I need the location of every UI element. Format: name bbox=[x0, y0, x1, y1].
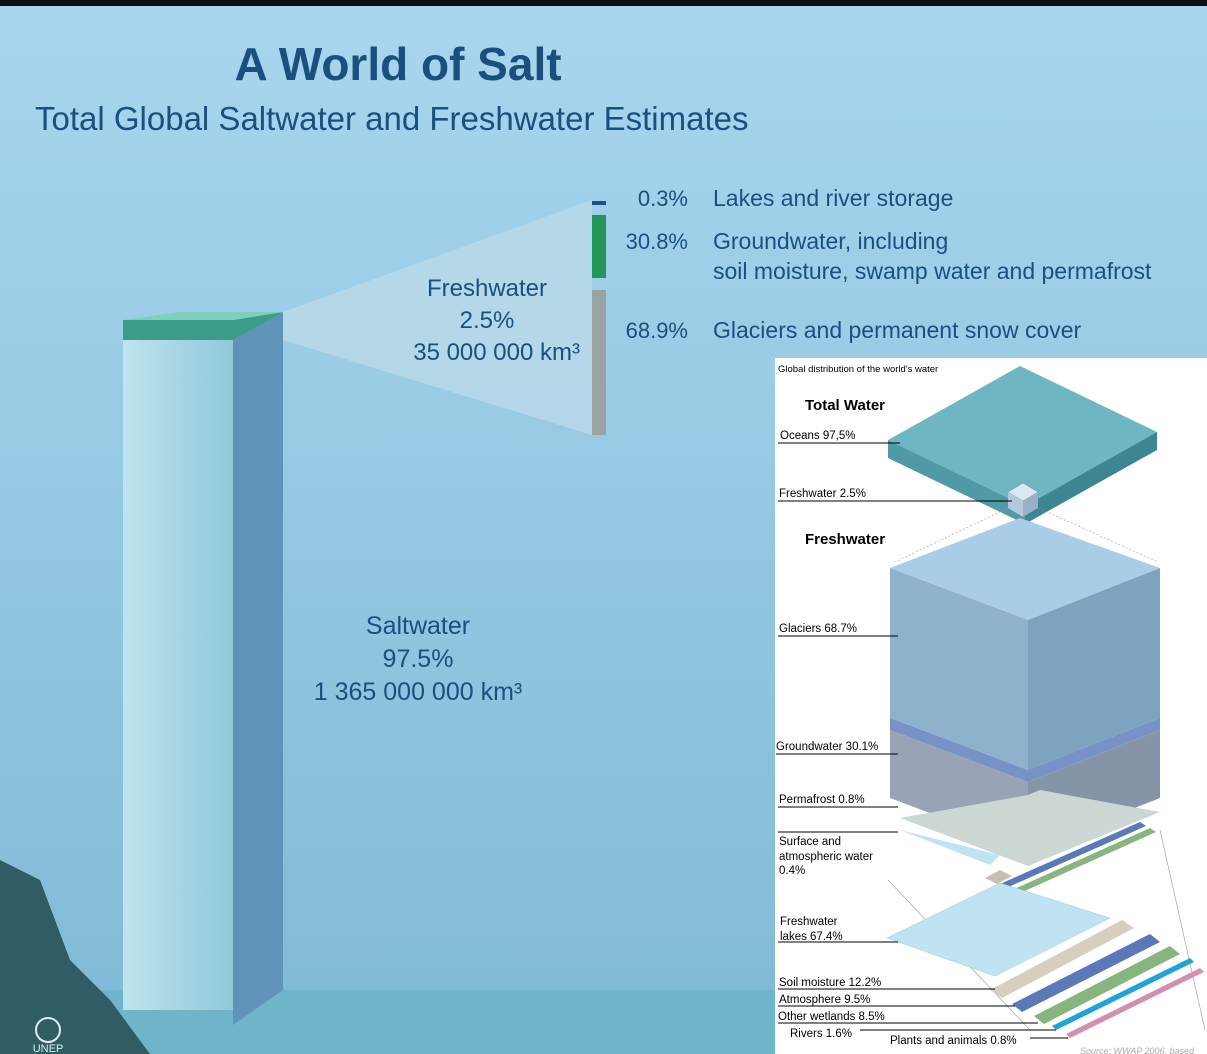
distribution-panel: Global distribution of the world's water… bbox=[775, 358, 1207, 1054]
label: Atmosphere 9.5% bbox=[779, 994, 870, 1006]
logo-emblem bbox=[35, 1017, 61, 1043]
fresh-cube-left bbox=[1008, 492, 1023, 517]
label: Rivers 1.6% bbox=[790, 1028, 852, 1040]
label: Freshwater 2.5% bbox=[779, 488, 866, 500]
ocean-left bbox=[888, 440, 1025, 524]
projection-line bbox=[894, 507, 1009, 563]
atmosphere-strip bbox=[1012, 934, 1160, 1012]
label: Other wetlands 8.5% bbox=[778, 1011, 885, 1023]
pillar-cap-top bbox=[123, 312, 283, 320]
ocean-right bbox=[1025, 432, 1157, 524]
glaciers-segment bbox=[592, 290, 606, 435]
groundwater-top bbox=[890, 718, 1160, 782]
top-rule bbox=[0, 0, 1207, 6]
freshwater-label: Freshwater bbox=[427, 275, 547, 302]
label: 0.4% bbox=[779, 865, 805, 877]
logo: UNEP bbox=[33, 1043, 64, 1054]
saltwater-volume: 1 365 000 000 km³ bbox=[314, 678, 522, 706]
projection-line bbox=[1037, 507, 1159, 563]
label: Oceans 97,5% bbox=[780, 430, 855, 442]
label: Glaciers 68.7% bbox=[779, 623, 857, 635]
total-heading: Total Water bbox=[805, 397, 885, 414]
projection-line bbox=[1159, 829, 1206, 1031]
title: A World of Salt bbox=[234, 38, 561, 90]
label: lakes 67.4% bbox=[780, 931, 843, 943]
breakdown-label: Glaciers and permanent snow cover bbox=[713, 317, 1082, 343]
wetlands-strip bbox=[1034, 946, 1180, 1024]
label: Surface and bbox=[779, 836, 841, 848]
breakdown-percent: 30.8% bbox=[626, 229, 688, 254]
rivers-strip bbox=[1052, 958, 1194, 1030]
saltwater-label: Saltwater bbox=[366, 612, 470, 640]
subtitle: Total Global Saltwater and Freshwater Es… bbox=[35, 100, 748, 137]
freshwater-volume: 35 000 000 km³ bbox=[413, 339, 580, 366]
breakdown-percent: 68.9% bbox=[626, 318, 688, 343]
pillar-side bbox=[233, 312, 283, 1025]
breakdown-percent: 0.3% bbox=[638, 186, 688, 211]
panel-heading: Global distribution of the world's water bbox=[778, 364, 938, 375]
freshwater-wedge bbox=[283, 200, 592, 435]
permafrost-sheet bbox=[900, 790, 1160, 866]
label: atmospheric water bbox=[779, 851, 873, 863]
groundwater-segment bbox=[592, 215, 606, 278]
freshwater-percent: 2.5% bbox=[460, 307, 515, 334]
fresh-cube-right bbox=[1023, 492, 1038, 517]
label: Freshwater bbox=[780, 916, 838, 928]
freshwater-heading: Freshwater bbox=[805, 531, 885, 548]
pillar-cap bbox=[123, 312, 283, 340]
breakdown-label: Groundwater, including bbox=[713, 228, 948, 254]
surface-strip bbox=[1000, 822, 1146, 888]
glacier-left bbox=[890, 568, 1028, 770]
label: Plants and animals 0.8% bbox=[890, 1035, 1017, 1047]
saltwater-percent: 97.5% bbox=[383, 645, 454, 673]
glacier-top bbox=[890, 518, 1160, 620]
cliff bbox=[0, 860, 150, 1054]
surface-strip bbox=[985, 870, 1012, 884]
soil-strip bbox=[990, 920, 1134, 998]
lakes-sheet bbox=[886, 882, 1111, 977]
glacier-right bbox=[1028, 568, 1160, 770]
label: Groundwater 30.1% bbox=[776, 741, 878, 753]
breakdown-label: soil moisture, swamp water and permafros… bbox=[713, 258, 1152, 284]
surface-strip bbox=[1012, 828, 1156, 894]
lakes-segment bbox=[592, 201, 606, 205]
plants-strip bbox=[1066, 968, 1204, 1038]
source: Source: WWAP 2006, based bbox=[1080, 1046, 1195, 1054]
breakdown-label: Lakes and river storage bbox=[713, 185, 953, 211]
label: Permafrost 0.8% bbox=[779, 794, 865, 806]
label: Soil moisture 12.2% bbox=[779, 977, 881, 989]
ocean-top bbox=[888, 366, 1157, 506]
surface-sheet bbox=[900, 830, 1000, 865]
saltwater-pillar bbox=[123, 340, 233, 1010]
